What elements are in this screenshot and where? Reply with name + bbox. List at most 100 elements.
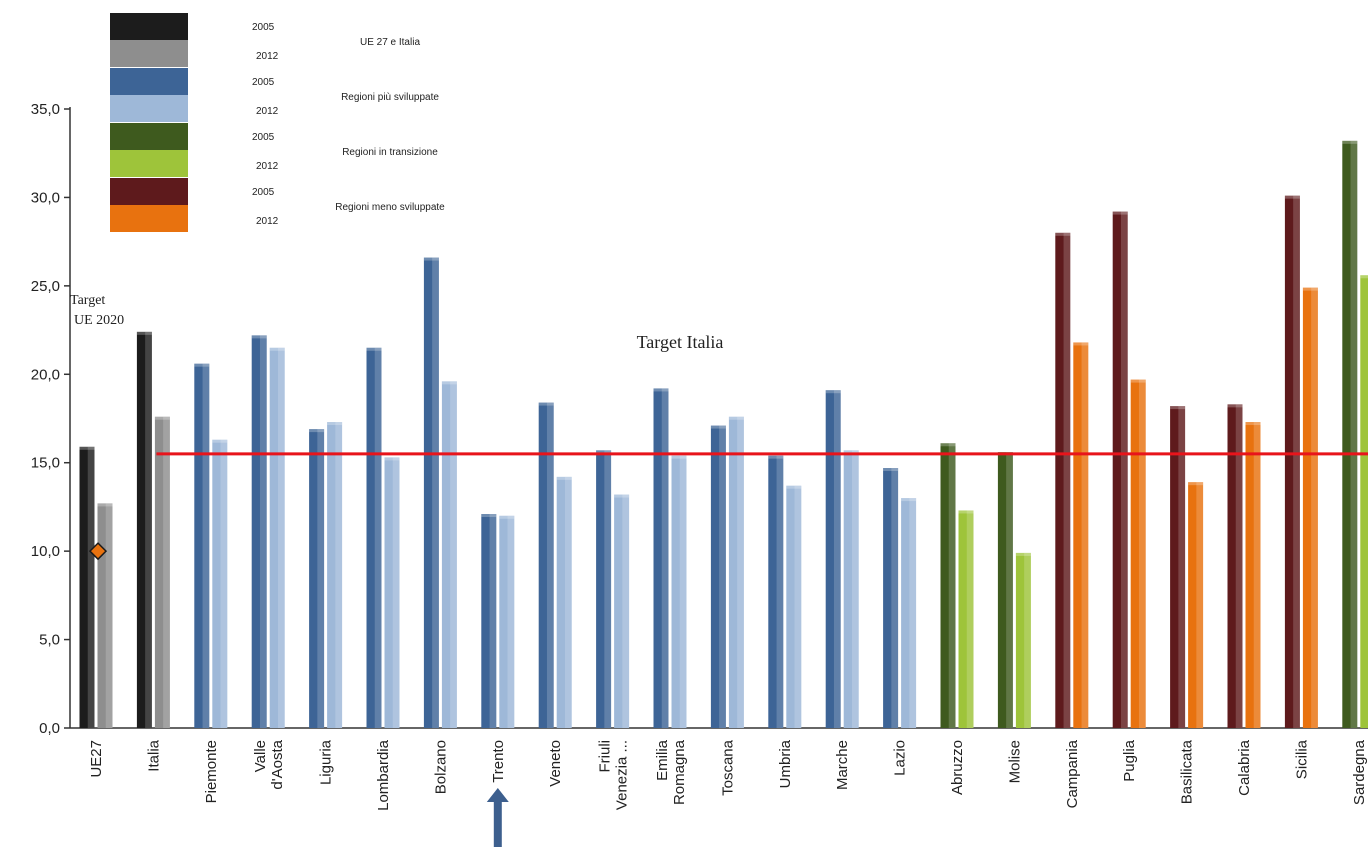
- category-label-text: Molise: [1006, 740, 1023, 783]
- category-label: Lazio: [892, 740, 909, 776]
- bar-2012-shade: [564, 476, 572, 728]
- category-label: FriuliVenezia ...: [597, 740, 631, 810]
- category-label-text: Basilicata: [1179, 739, 1196, 804]
- bar-2005-shade: [719, 425, 726, 728]
- legend-year-2005: 2005: [252, 22, 275, 33]
- bar-2005-top: [883, 468, 899, 472]
- bar-2012-top: [499, 515, 515, 519]
- bar-2012-top: [1130, 379, 1146, 383]
- bar-2012-top: [1073, 342, 1089, 346]
- bar-2012-shade: [392, 457, 400, 728]
- category-label: Sicilia: [1293, 739, 1310, 779]
- bar-2012-body: [1130, 379, 1146, 728]
- bar-2005-shade: [1235, 404, 1243, 728]
- category-label: Veneto: [547, 740, 564, 787]
- bar-2012-body: [441, 381, 457, 728]
- legend-year-2012: 2012: [256, 161, 279, 172]
- legend-swatch-2005: [110, 178, 188, 205]
- category-label: EmiliaRomagna: [654, 739, 688, 805]
- bar-2005: [1170, 406, 1186, 728]
- legend-swatch-2005: [110, 13, 188, 40]
- category-label: Marche: [834, 740, 851, 790]
- bar-2005-shade: [546, 402, 554, 728]
- bar-2012-body: [671, 455, 687, 728]
- bar-2005-shade: [1120, 211, 1128, 728]
- bar-2012: [843, 450, 859, 728]
- category-label-line: Italia: [145, 739, 162, 771]
- bar-2005-body: [883, 468, 899, 728]
- legend-swatch-2005: [110, 123, 188, 150]
- bar-2012-shade: [737, 416, 744, 728]
- bar-2012-top: [384, 457, 400, 461]
- category-label-text: Bolzano: [432, 740, 449, 794]
- bar-2012: [1015, 552, 1031, 728]
- highlight-arrow-icon: [486, 788, 509, 847]
- bar-2012-shade: [163, 416, 170, 728]
- category-label-line: Emilia: [654, 739, 671, 780]
- bar-2012-body: [614, 494, 630, 728]
- bar-2012-shade: [794, 485, 802, 728]
- category-label-text: Trento: [490, 740, 507, 783]
- category-label-line: Trento: [490, 740, 507, 783]
- bar-2005-body: [481, 514, 497, 728]
- bar-2012-top: [1245, 422, 1261, 426]
- bar-2005-shade: [374, 347, 382, 728]
- bar-2005-body: [366, 347, 382, 728]
- category-label-line: Campania: [1064, 739, 1081, 808]
- category-label: Umbria: [777, 739, 794, 788]
- bar-2012-top: [901, 498, 917, 502]
- legend-series-name: Regioni meno sviluppate: [335, 202, 445, 213]
- legend-swatch-2012: [110, 205, 188, 232]
- category-label-text: Veneto: [547, 740, 564, 787]
- bar-2012-body: [327, 422, 343, 728]
- category-label: Campania: [1064, 739, 1081, 808]
- category-label-text: Lombardia: [375, 739, 392, 811]
- bar-2005-top: [538, 402, 554, 406]
- category-label-line: Venezia ...: [614, 740, 631, 810]
- bar-2012-body: [1302, 287, 1318, 728]
- legend-series-name: UE 27 e Italia: [360, 37, 420, 48]
- bar-2005: [538, 402, 554, 728]
- bar-2012-shade: [507, 515, 515, 728]
- bar-2012-body: [269, 347, 285, 728]
- bar-2005-shade: [259, 335, 267, 728]
- bar-2005-top: [710, 425, 726, 429]
- category-label-line: Calabria: [1236, 739, 1253, 796]
- target-ue2020-marker: [88, 542, 108, 561]
- bar-2005: [194, 363, 210, 728]
- bar-2012: [901, 498, 917, 728]
- category-label-line: Molise: [1006, 740, 1023, 783]
- category-label-line: Lombardia: [375, 739, 392, 811]
- bar-2012-body: [154, 416, 170, 728]
- category-label: Lombardia: [375, 739, 392, 811]
- bar-2012: [556, 476, 572, 728]
- category-label-line: Friuli: [597, 740, 614, 773]
- bar-2012: [1302, 287, 1318, 728]
- legend-entry: 2005 2012 Regioni meno sviluppate: [110, 178, 445, 232]
- y-tick-label: 5,0: [39, 632, 60, 649]
- bar-2005-shade: [604, 450, 612, 728]
- bar-2005-top: [940, 443, 956, 447]
- category-label-text: Piemonte: [203, 740, 220, 803]
- bar-2005-shade: [1293, 195, 1300, 728]
- bar-2012-shade: [220, 439, 228, 728]
- bar-2012: [212, 439, 228, 728]
- category-label-text: FriuliVenezia ...: [597, 740, 631, 810]
- bar-2012-top: [1302, 287, 1318, 291]
- bar-2012-body: [212, 439, 228, 728]
- category-label-text: Puglia: [1121, 739, 1138, 781]
- bar-2005: [653, 388, 669, 728]
- category-label: Calabria: [1236, 739, 1253, 796]
- bar-2012-top: [671, 455, 687, 459]
- legend-entry: 2005 2012 Regioni più sviluppate: [110, 68, 439, 122]
- bar-2012-shade: [335, 422, 343, 728]
- y-tick-label: 25,0: [31, 278, 60, 295]
- bar-2005-body: [768, 455, 784, 728]
- bar-2005-shade: [891, 468, 899, 728]
- bar-2005-body: [1227, 404, 1243, 728]
- bar-2012-shade: [909, 498, 917, 728]
- bar-2012-body: [786, 485, 802, 728]
- bar-2005: [940, 443, 956, 728]
- category-label-line: Veneto: [547, 740, 564, 787]
- bar-2005-top: [1342, 140, 1358, 144]
